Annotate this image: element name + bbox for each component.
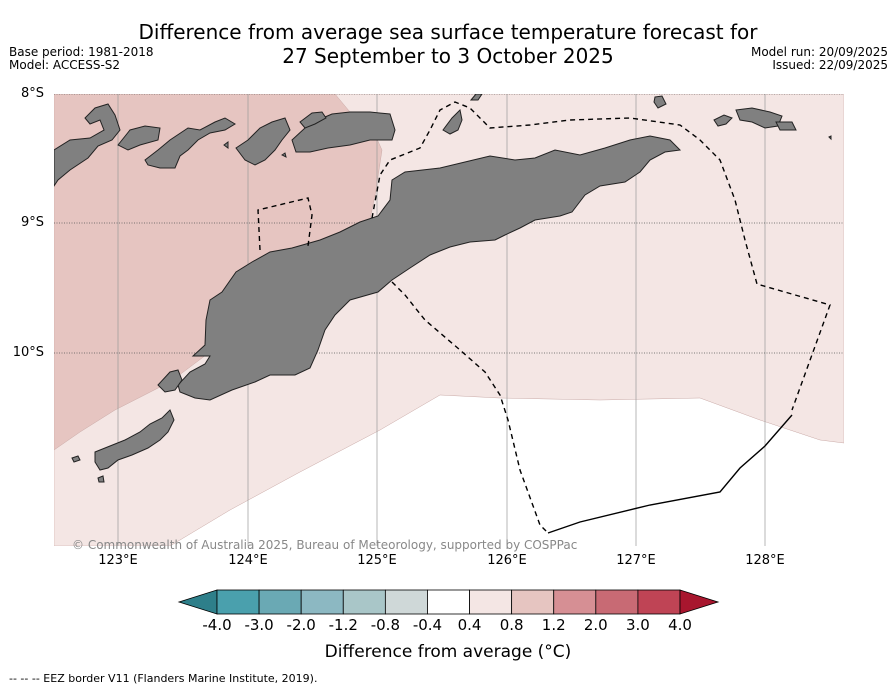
- lat-label-10s: 10°S: [12, 345, 44, 360]
- colorbar-swatch: [216, 589, 260, 615]
- meta-left: Base period: 1981-2018 Model: ACCESS-S2: [9, 46, 154, 72]
- chart-title: Difference from average sea surface temp…: [0, 20, 896, 68]
- flores-east: [54, 103, 121, 187]
- semau-island: [157, 369, 183, 393]
- lon-label-125e: 125°E: [357, 553, 397, 568]
- lon-label-126e: 126°E: [487, 553, 527, 568]
- land: [54, 94, 832, 483]
- colorbar-tick-label: 0.8: [499, 616, 524, 634]
- issued-date: Issued: 22/09/2025: [772, 58, 888, 72]
- colorbar-tick-label: -4.0: [202, 616, 232, 634]
- colorbar-tick-label: -0.8: [370, 616, 400, 634]
- colorbar-swatch: [384, 589, 428, 615]
- colorbar-swatch: [511, 589, 555, 615]
- colorbar-tick-label: -0.4: [412, 616, 443, 634]
- model-name: Model: ACCESS-S2: [9, 58, 121, 72]
- colorbar-tick-label: 2.0: [583, 616, 608, 634]
- colorbar-swatch: [300, 589, 344, 615]
- colorbar-swatch: [637, 589, 681, 615]
- lembata-island: [144, 117, 236, 169]
- atauro-island: [442, 108, 463, 135]
- colorbar-tick-label: -3.0: [244, 616, 274, 634]
- colorbar-label: Difference from average (°C): [324, 642, 572, 662]
- colorbar-tick-label: 3.0: [625, 616, 650, 634]
- colorbar-arrow-low: [177, 589, 218, 615]
- colorbar-tick-label: -2.0: [286, 616, 316, 634]
- solor-island: [117, 125, 161, 151]
- lon-label-128e: 128°E: [745, 553, 785, 568]
- copyright-notice: © Commonwealth of Australia 2025, Bureau…: [72, 538, 578, 552]
- title-line-2: 27 September to 3 October 2025: [282, 44, 614, 68]
- meta-right: Model run: 20/09/2025 Issued: 22/09/2025: [751, 46, 888, 72]
- eez-border: [257, 101, 831, 534]
- title-line-1: Difference from average sea surface temp…: [138, 20, 758, 44]
- eez-footnote: -- -- -- EEZ border V11 (Flanders Marine…: [9, 672, 318, 685]
- timor-island: [177, 135, 682, 401]
- colorbar-tick-label: 0.4: [457, 616, 482, 634]
- colorbar-arrow-high: [679, 589, 720, 615]
- colorbar-swatch: [258, 589, 302, 615]
- lat-label-8s: 8°S: [20, 86, 44, 101]
- lon-label-127e: 127°E: [616, 553, 656, 568]
- lon-label-123e: 123°E: [98, 553, 138, 568]
- colorbar-swatch: [469, 589, 513, 615]
- lon-label-124e: 124°E: [228, 553, 268, 568]
- rote-island: [94, 409, 175, 471]
- colorbar-tick-label: 1.2: [541, 616, 566, 634]
- colorbar-swatch: [427, 589, 470, 615]
- lat-label-9s: 9°S: [20, 215, 44, 230]
- colorbar-tick-label: 4.0: [668, 616, 692, 634]
- colorbar-tick-label: -1.2: [328, 616, 358, 634]
- colorbar-swatch: [342, 589, 386, 615]
- eez-border-solid: [547, 414, 793, 534]
- colorbar-swatch: [553, 589, 597, 615]
- pantar-island: [235, 117, 291, 166]
- colorbar-swatch: [595, 589, 639, 615]
- base-period: Base period: 1981-2018: [9, 45, 154, 59]
- colorbar: [177, 589, 720, 615]
- model-run: Model run: 20/09/2025: [750, 45, 888, 59]
